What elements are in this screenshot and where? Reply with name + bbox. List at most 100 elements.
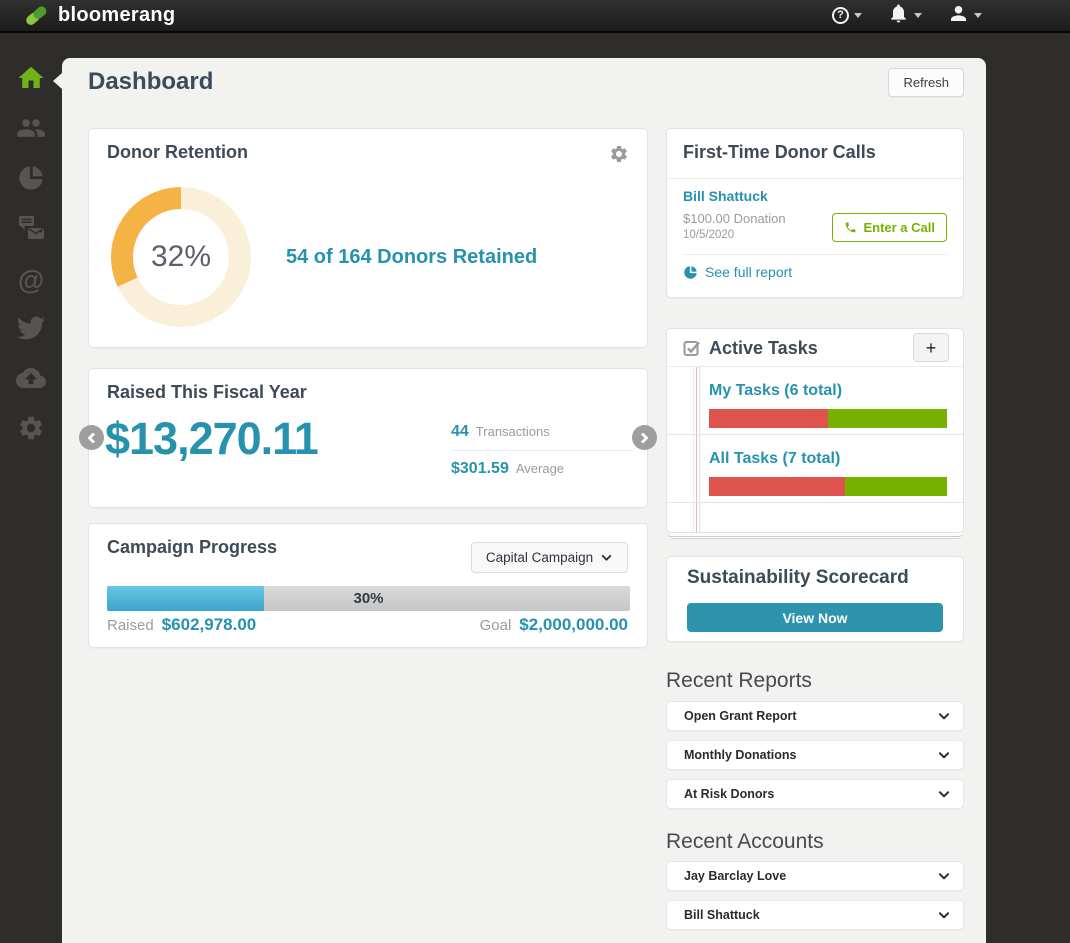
goal-value: $2,000,000.00 [519,615,628,634]
retention-donut: 32% [111,187,251,327]
donut-hole [133,209,229,305]
chevron-down-icon [938,873,950,880]
cloud-upload-icon [16,363,46,398]
goal-label: Goal [479,617,512,634]
campaign-selector-value: Capital Campaign [485,550,594,565]
chevron-down-icon [601,554,612,561]
chevron-down-icon [938,752,950,759]
report-label: At Risk Donors [684,787,775,801]
leaf-icon [24,3,49,28]
all-tasks-link[interactable]: All Tasks (7 total) [709,450,841,467]
sidebar-item-communications[interactable] [0,205,62,255]
table-row: My Tasks (6 total) [667,367,963,435]
see-full-report-link[interactable]: See full report [683,264,792,280]
average-value: $301.59 [451,460,509,477]
see-full-report-label: See full report [705,264,793,280]
report-row-open-grant[interactable]: Open Grant Report [666,701,964,731]
sidebar-item-email[interactable]: @ [0,255,62,305]
donor-name-link[interactable]: Bill Shattuck [683,188,768,204]
brand-name: bloomerang [58,4,176,26]
phone-icon [846,222,856,233]
my-tasks-link[interactable]: My Tasks (6 total) [709,382,843,399]
twitter-icon [17,314,46,347]
campaign-selector[interactable]: Capital Campaign [471,542,628,573]
sidebar-item-reports[interactable] [0,155,62,205]
sidebar-item-import[interactable] [0,355,62,405]
overdue-segment [709,409,828,428]
campaign-progress-percent: 30% [353,590,384,607]
panel-pointer [53,73,62,89]
sidebar-item-home[interactable] [0,55,62,105]
carousel-prev-button[interactable] [79,425,104,450]
upcoming-segment [828,409,947,428]
sidebar-item-contacts[interactable] [0,105,62,155]
reports-icon [17,164,45,197]
card-title: Active Tasks [709,338,818,358]
enter-call-button[interactable]: Enter a Call [832,213,947,242]
sustainability-scorecard-card: Sustainability Scorecard View Now [666,556,964,642]
sidebar-item-settings[interactable] [0,405,62,455]
table-gutter-border [693,367,694,532]
transactions-label: Transactions [475,424,550,439]
chevron-down-icon [854,13,862,18]
campaign-totals: Raised $602,978.00 Goal $2,000,000.00 [107,615,628,635]
report-row-at-risk-donors[interactable]: At Risk Donors [666,779,964,809]
active-tasks-card: Active Tasks + My Tasks (6 total) All Ta… [666,328,964,533]
card-title: Donor Retention [107,142,248,162]
report-label: Monthly Donations [684,748,797,762]
topbar: bloomerang ? [0,0,1070,33]
campaign-progress-fill [107,586,264,611]
add-task-button[interactable]: + [913,333,949,362]
communications-icon [16,213,46,248]
chevron-down-icon [914,13,922,18]
donor-retention-card: Donor Retention 32% 54 of 164 Donors Ret… [88,128,648,348]
home-icon [16,63,46,98]
settings-gear-icon [17,414,45,447]
account-row-bill-shattuck[interactable]: Bill Shattuck [666,900,964,930]
retention-percent: 32% [150,240,212,273]
average-stat: $301.59 Average [451,460,633,478]
sidebar-item-twitter[interactable] [0,305,62,355]
chevron-right-icon [637,431,649,444]
card-title: Sustainability Scorecard [687,567,909,588]
transactions-stat: 44 Transactions [451,423,633,441]
help-menu[interactable]: ? [832,7,862,24]
at-sign-icon: @ [17,264,45,295]
bell-icon [888,3,909,29]
enter-call-label: Enter a Call [863,220,935,235]
divider [667,366,963,367]
view-now-button[interactable]: View Now [687,603,943,632]
raised-total: Raised $602,978.00 [107,615,256,635]
divider [667,178,963,179]
notifications-menu[interactable] [888,3,922,29]
upcoming-segment [844,477,947,496]
carousel-next-button[interactable] [632,425,657,450]
contacts-icon [16,113,46,148]
refresh-button[interactable]: Refresh [888,68,964,97]
card-title: Raised This Fiscal Year [107,382,307,402]
report-label: Open Grant Report [684,709,797,723]
chevron-down-icon [938,791,950,798]
all-tasks-bar [709,477,947,496]
bloomerang-logo[interactable]: bloomerang [24,3,175,28]
account-label: Bill Shattuck [684,908,760,922]
first-time-donor-calls-card: First-Time Donor Calls Bill Shattuck $10… [666,128,964,298]
account-menu[interactable] [948,3,982,29]
my-tasks-bar [709,409,947,428]
donation-detail: $100.00 Donation [683,211,786,226]
campaign-progress-bar: 30% [107,586,630,611]
report-row-monthly-donations[interactable]: Monthly Donations [666,740,964,770]
card-title: First-Time Donor Calls [683,142,876,162]
campaign-progress-card: Campaign Progress Capital Campaign 30% R… [88,523,648,648]
table-row: All Tasks (7 total) [667,435,963,503]
card-settings-gear-icon[interactable] [609,144,629,169]
pie-chart-icon [684,265,697,279]
raised-label: Raised [107,617,154,634]
card-title: Campaign Progress [107,537,278,557]
chevron-left-icon [87,431,99,444]
chevron-down-icon [974,13,982,18]
account-row-jay-barclay-love[interactable]: Jay Barclay Love [666,861,964,891]
raised-amount: $13,270.11 [105,413,319,464]
page-title: Dashboard [88,68,214,95]
